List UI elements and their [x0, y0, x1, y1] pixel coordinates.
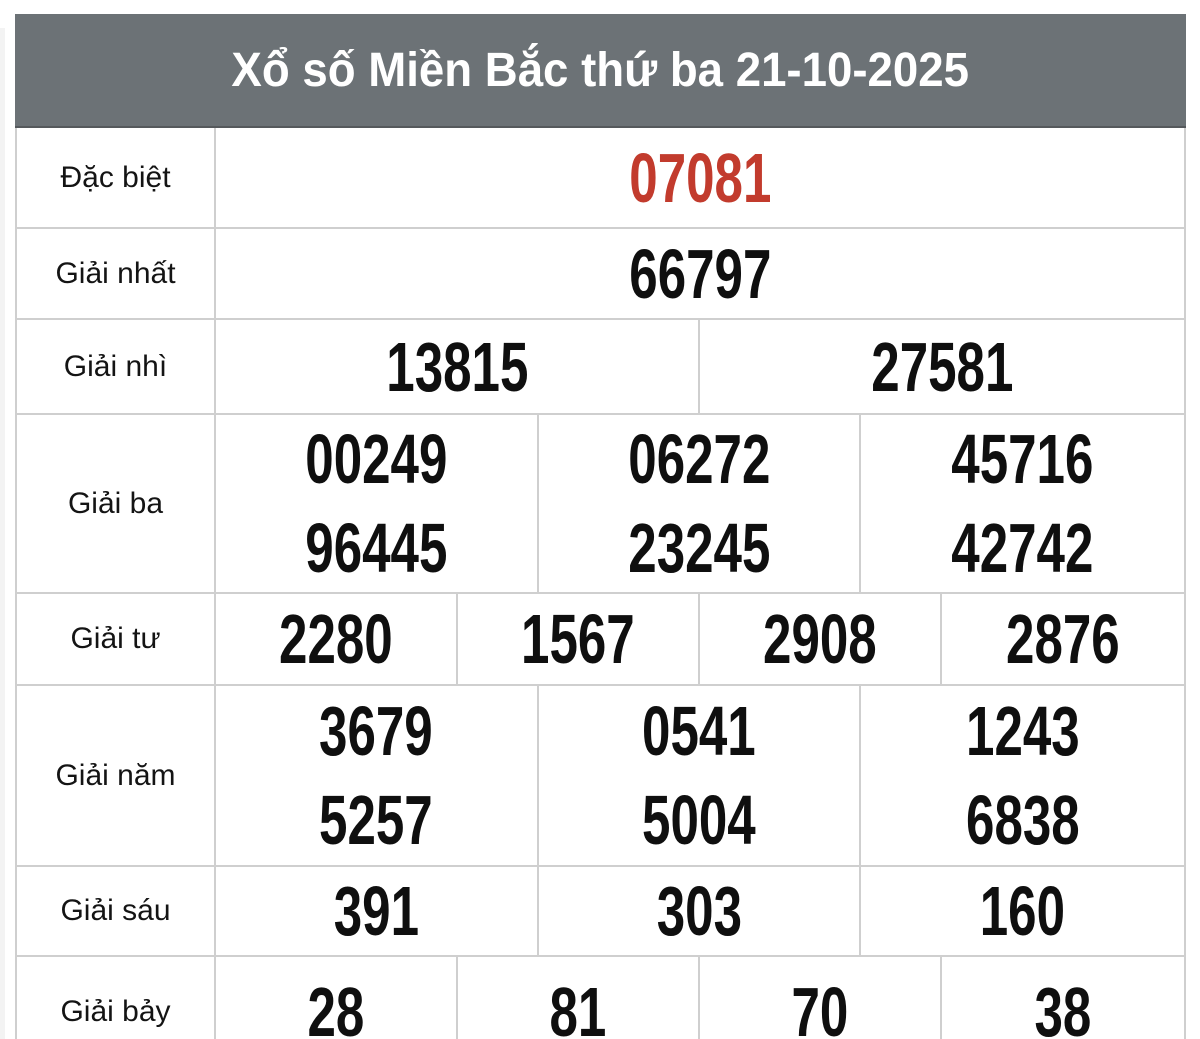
prize-number: 00249	[305, 420, 448, 499]
prize-number: 160	[980, 872, 1066, 950]
prize-cell: 303	[539, 867, 862, 955]
page-title: Xổ số Miền Bắc thứ ba 21-10-2025	[231, 43, 970, 97]
prize-cell: 0541	[539, 686, 862, 776]
prize-values: 00249 06272 45716 96445 23245 42742	[216, 415, 1184, 592]
prize-rows: Đặc biệt 07081 Giải nhất 66797 Giải nhì …	[15, 128, 1186, 1039]
prize-number: 42742	[951, 508, 1094, 587]
prize-number: 5004	[642, 781, 756, 860]
prize-number: 45716	[951, 420, 1094, 499]
prize-row-giai-nam: Giải năm 3679 0541 1243 5257 5004 6838	[17, 684, 1184, 865]
prize-number: 6838	[965, 781, 1080, 860]
prize-cell: 5257	[216, 775, 539, 865]
prize-row-giai-nhat: Giải nhất 66797	[17, 227, 1184, 318]
prize-number: 13815	[385, 327, 529, 406]
prize-row-dac-biet: Đặc biệt 07081	[17, 128, 1184, 227]
prize-number: 66797	[628, 234, 772, 313]
prize-number: 70	[791, 973, 849, 1039]
prize-label: Đặc biệt	[17, 128, 216, 227]
prize-cell: 2280	[216, 594, 458, 684]
prize-cell: 70	[700, 957, 942, 1039]
page-edge-strip	[0, 28, 5, 1039]
prize-number: 38	[1034, 973, 1092, 1039]
prize-row-giai-tu: Giải tư 2280 1567 2908 2876	[17, 592, 1184, 684]
prize-values: 28 81 70 38	[216, 957, 1184, 1039]
prize-number: 3679	[319, 691, 434, 770]
prize-label: Giải nhất	[17, 229, 216, 318]
prize-cell: 5004	[539, 775, 862, 865]
prize-number: 0541	[642, 691, 756, 770]
prize-cell: 96445	[216, 503, 539, 592]
prize-cell: 13815	[216, 320, 700, 413]
prize-number: 27581	[870, 327, 1014, 406]
prize-cell: 2876	[942, 594, 1184, 684]
prize-cell: 391	[216, 867, 539, 955]
prize-cell: 07081	[216, 128, 1184, 227]
prize-table: Xổ số Miền Bắc thứ ba 21-10-2025 Đặc biệ…	[15, 14, 1186, 1039]
prize-cell: 38	[942, 957, 1184, 1039]
prize-number: 06272	[627, 420, 771, 499]
prize-cell: 45716	[861, 415, 1184, 504]
prize-number: 23245	[627, 508, 771, 587]
prize-cell: 160	[861, 867, 1184, 955]
prize-values: 13815 27581	[216, 320, 1184, 413]
prize-cell: 27581	[700, 320, 1184, 413]
prize-number: 96445	[305, 508, 448, 587]
prize-row-giai-bay: Giải bảy 28 81 70 38	[17, 955, 1184, 1039]
prize-number: 391	[333, 872, 419, 950]
prize-cell: 28	[216, 957, 458, 1039]
prize-values: 391 303 160	[216, 867, 1184, 955]
prize-values: 3679 0541 1243 5257 5004 6838	[216, 686, 1184, 865]
prize-number: 81	[549, 973, 607, 1039]
prize-cell: 1243	[861, 686, 1184, 776]
prize-row-giai-sau: Giải sáu 391 303 160	[17, 865, 1184, 955]
prize-number: 1243	[965, 691, 1080, 770]
prize-label: Giải bảy	[17, 957, 216, 1039]
prize-label: Giải năm	[17, 686, 216, 865]
prize-cell: 6838	[861, 776, 1184, 866]
prize-number: 28	[307, 973, 365, 1039]
prize-number: 2908	[763, 600, 877, 678]
special-prize-number: 07081	[628, 138, 772, 217]
prize-number: 2876	[1006, 600, 1120, 678]
prize-label: Giải nhì	[17, 320, 216, 413]
prize-label: Giải tư	[17, 594, 216, 684]
prize-row-giai-ba: Giải ba 00249 06272 45716 96445 23245 42…	[17, 413, 1184, 592]
table-header: Xổ số Miền Bắc thứ ba 21-10-2025	[15, 14, 1186, 128]
prize-cell: 06272	[539, 415, 862, 504]
prize-values: 66797	[216, 229, 1184, 318]
prize-cell: 81	[458, 957, 700, 1039]
prize-number: 1567	[521, 600, 635, 678]
prize-cell: 66797	[216, 229, 1184, 318]
prize-row-giai-nhi: Giải nhì 13815 27581	[17, 318, 1184, 413]
prize-values: 07081	[216, 128, 1184, 227]
prize-cell: 00249	[216, 415, 539, 504]
prize-number: 303	[656, 872, 742, 950]
prize-number: 5257	[319, 781, 434, 860]
prize-cell: 1567	[458, 594, 700, 684]
prize-cell: 42742	[861, 504, 1184, 593]
prize-cell: 2908	[700, 594, 942, 684]
prize-label: Giải sáu	[17, 867, 216, 955]
prize-cell: 3679	[216, 686, 539, 776]
prize-values: 2280 1567 2908 2876	[216, 594, 1184, 684]
prize-number: 2280	[279, 600, 393, 678]
prize-cell: 23245	[539, 503, 862, 592]
prize-label: Giải ba	[17, 415, 216, 592]
